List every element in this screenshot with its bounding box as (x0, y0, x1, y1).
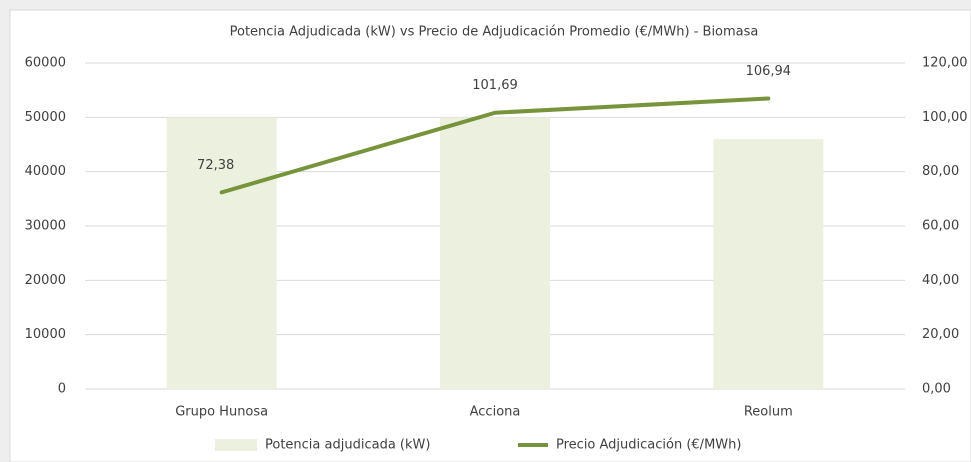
data-label: 101,69 (472, 78, 518, 93)
x-tick-label: Acciona (470, 405, 521, 420)
data-label: 72,38 (197, 158, 234, 173)
y2-tick-label: 100,00 (922, 110, 968, 125)
bar (166, 117, 277, 389)
bar (713, 139, 824, 389)
data-label: 106,94 (746, 64, 792, 79)
bar (440, 117, 550, 389)
legend-label: Precio Adjudicación (€/MWh) (556, 438, 741, 453)
y2-tick-label: 40,00 (922, 273, 959, 288)
y-tick-label: 20000 (25, 273, 66, 288)
y2-tick-label: 120,00 (922, 56, 968, 71)
y-tick-label: 0 (58, 382, 66, 397)
y-tick-label: 50000 (25, 110, 66, 125)
x-tick-label: Reolum (744, 405, 793, 420)
y-tick-label: 60000 (25, 56, 66, 71)
y2-tick-label: 80,00 (922, 164, 959, 179)
y2-tick-label: 0,00 (922, 382, 951, 397)
y2-tick-label: 60,00 (922, 219, 959, 234)
legend-label: Potencia adjudicada (kW) (265, 438, 430, 453)
y-tick-label: 30000 (25, 219, 66, 234)
x-tick-label: Grupo Hunosa (175, 405, 268, 420)
y-tick-label: 10000 (25, 327, 66, 342)
line (219, 96, 771, 195)
y-tick-label: 40000 (25, 164, 66, 179)
chart-title: Potencia Adjudicada (kW) vs Precio de Ad… (230, 25, 759, 40)
legend-swatch (215, 439, 257, 451)
y2-tick-label: 20,00 (922, 327, 959, 342)
